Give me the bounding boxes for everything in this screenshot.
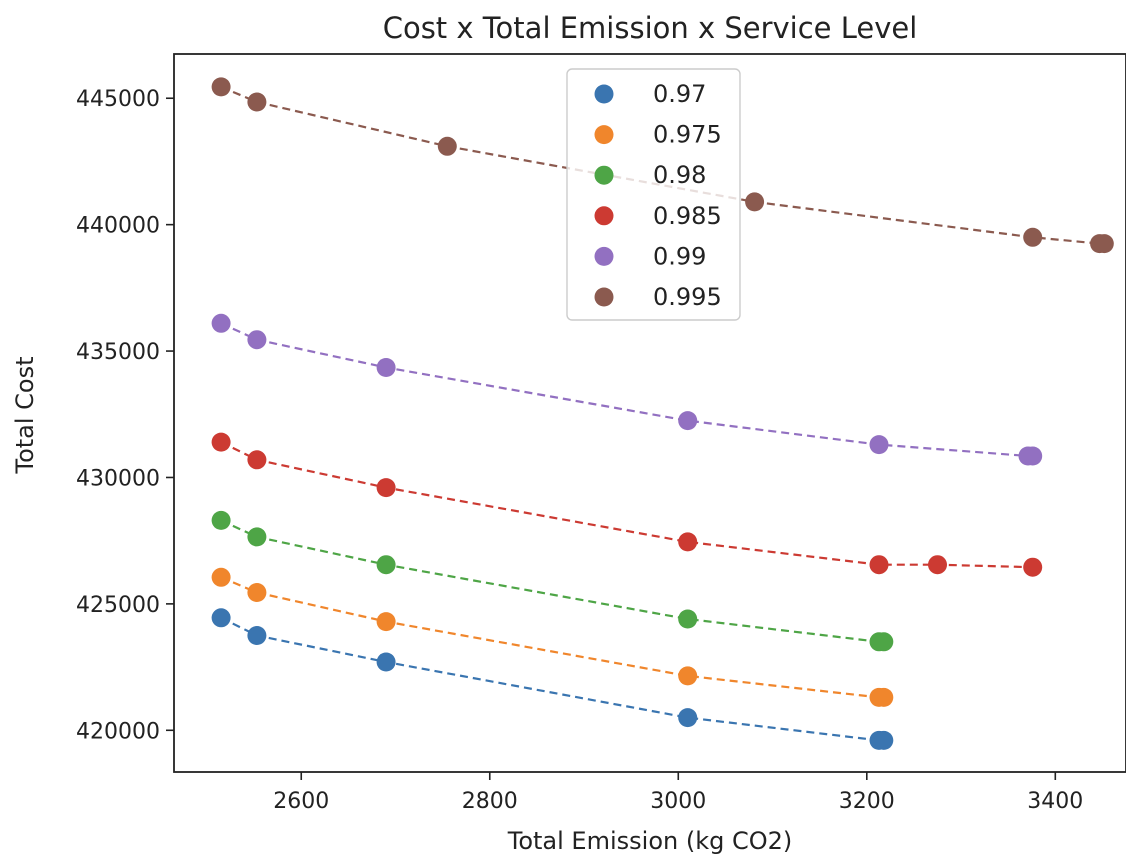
y-tick-label: 435000 [76,340,160,365]
data-point [678,666,698,686]
y-axis-label: Total Cost [11,356,39,474]
data-point [1023,227,1043,247]
data-point [869,555,889,575]
data-point [678,532,698,552]
y-tick-label: 430000 [76,466,160,491]
data-point [247,450,267,470]
data-point [869,435,889,455]
series-line [220,519,884,643]
legend-marker [594,165,614,185]
series-0.995 [211,77,1114,254]
x-tick-label: 3200 [839,789,895,814]
data-point [874,730,894,750]
data-point [376,612,396,632]
data-point [247,583,267,602]
legend-label: 0.995 [653,283,722,311]
data-point [928,555,947,575]
x-tick-label: 3000 [650,789,706,814]
data-point [211,77,231,97]
data-point [247,330,267,350]
legend-marker [594,84,614,104]
series-0.97 [211,608,894,750]
data-point [1023,446,1043,466]
data-point [678,609,698,629]
x-tick-label: 2800 [462,789,518,814]
x-tick-label: 3400 [1027,789,1083,814]
data-point [211,313,231,333]
data-point [211,608,231,628]
data-point [211,510,231,530]
y-axis: 420000 425000 430000 435000 440000 445000 [76,87,174,744]
data-point [211,432,231,452]
chart-title: Cost x Total Emission x Service Level [383,11,918,45]
data-point [678,411,698,431]
legend-label: 0.97 [653,80,706,108]
legend-marker [594,287,614,307]
y-tick-label: 420000 [76,719,160,744]
data-point [376,358,396,377]
data-point [376,652,396,672]
data-point [678,708,698,728]
legend-marker [594,206,614,226]
data-point [247,92,267,112]
data-point [247,626,267,645]
plot-area [211,77,1114,750]
series-line [220,616,884,742]
data-point [874,632,894,652]
series-0.985 [211,432,1043,577]
x-axis: 2600 2800 3000 3200 3400 [273,772,1083,814]
x-axis-label: Total Emission (kg CO2) [507,827,793,855]
data-point [376,555,396,575]
legend-label: 0.975 [653,121,722,149]
y-tick-label: 445000 [76,87,160,112]
series-0.98 [211,510,894,652]
data-point [247,527,267,547]
legend-label: 0.985 [653,202,722,230]
series-0.975 [211,567,894,707]
data-point [211,567,231,587]
series-0.99 [211,313,1043,466]
data-point [1023,557,1043,577]
legend: 0.97 0.975 0.98 0.985 0.99 0.995 [566,68,741,321]
data-point [376,478,396,498]
data-point [437,136,457,156]
data-point [874,687,894,707]
series-line [220,322,1033,458]
data-point [745,192,765,212]
y-tick-label: 440000 [76,214,160,239]
legend-marker [594,246,614,266]
y-tick-label: 425000 [76,593,160,618]
legend-marker [594,125,614,145]
plot-frame [173,53,1126,773]
series-line [220,441,1033,569]
legend-label: 0.98 [653,161,706,189]
data-point [1094,234,1114,254]
legend-label: 0.99 [653,242,706,270]
x-tick-label: 2600 [273,789,329,814]
